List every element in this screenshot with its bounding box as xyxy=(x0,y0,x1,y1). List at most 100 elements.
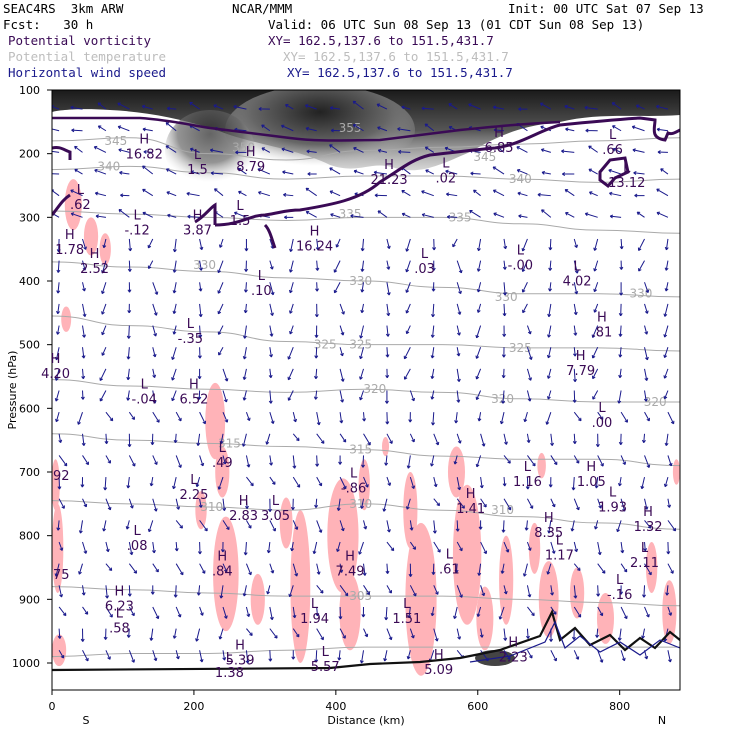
extremum-type: L xyxy=(442,156,450,171)
extremum-type: L xyxy=(258,269,266,284)
wind-vector xyxy=(430,455,435,467)
wind-vector xyxy=(608,168,622,175)
wind-vector xyxy=(550,433,554,447)
wind-vector xyxy=(572,390,577,403)
wind-vector xyxy=(541,170,551,175)
wind-vector xyxy=(104,433,109,445)
extremum-type: H xyxy=(189,377,199,392)
wind-vector xyxy=(217,476,224,490)
wind-vector xyxy=(593,303,599,313)
theta-label: 320 xyxy=(363,382,386,396)
wind-vector xyxy=(189,147,200,153)
wind-vector xyxy=(456,325,461,336)
wind-vector xyxy=(503,238,508,250)
extremum-value: 13.12 xyxy=(608,176,645,191)
wind-vector xyxy=(97,125,107,132)
extremum-value: 1.05 xyxy=(577,475,606,490)
wind-vector xyxy=(407,606,412,619)
wind-vector xyxy=(142,188,154,197)
jet-core-shading xyxy=(225,90,415,175)
wind-vector xyxy=(58,455,68,467)
theta-label: 320 xyxy=(644,395,667,409)
wind-vector xyxy=(445,169,458,175)
wind-vector xyxy=(238,190,247,197)
wind-vector xyxy=(405,303,411,314)
wind-vector xyxy=(339,520,345,532)
wind-vector xyxy=(363,520,368,530)
wind-vector xyxy=(199,650,204,663)
wind-vector xyxy=(501,368,506,379)
wind-vector xyxy=(502,260,507,270)
wind-vector xyxy=(591,325,599,338)
wind-vector xyxy=(287,368,294,381)
wind-vector xyxy=(363,433,371,446)
wind-vector xyxy=(473,189,481,197)
wind-vector xyxy=(386,628,393,641)
wind-vector xyxy=(128,606,135,617)
wind-vector xyxy=(141,104,153,110)
wind-vector xyxy=(548,238,553,251)
wind-vector xyxy=(433,585,439,595)
extremum-value: -.35 xyxy=(178,332,203,347)
wind-vector xyxy=(218,346,224,356)
wind-vector xyxy=(656,127,669,132)
theta-label: 340 xyxy=(97,159,120,173)
extremum-type: H xyxy=(51,352,61,367)
wind-vector xyxy=(565,211,575,218)
wind-vector xyxy=(152,282,159,295)
wind-vector xyxy=(54,347,60,361)
wind-vector xyxy=(126,477,131,489)
wind-vector xyxy=(82,606,89,615)
wind-vector xyxy=(360,238,365,252)
header-valid-time: Valid: 06 UTC Sun 08 Sep 13 (01 CDT Sun … xyxy=(268,17,645,32)
wind-vector xyxy=(82,303,87,318)
extremum-type: H xyxy=(576,349,586,364)
wind-vector xyxy=(56,303,60,315)
wind-vector xyxy=(546,347,552,359)
theta-label: 345 xyxy=(473,150,496,164)
wind-vector xyxy=(127,433,132,448)
wind-speed-blob xyxy=(52,459,60,511)
wind-vector xyxy=(81,347,86,359)
wind-vector xyxy=(594,477,599,489)
wind-vectors xyxy=(52,100,677,664)
wind-vector xyxy=(573,303,578,316)
wind-vector xyxy=(618,325,623,337)
extremum-value: 1.51 xyxy=(392,612,421,627)
wind-vector xyxy=(359,650,365,664)
wind-vector xyxy=(269,520,277,532)
wind-vector xyxy=(175,498,181,510)
wind-vector xyxy=(95,214,106,219)
wind-vector xyxy=(456,347,461,357)
extremum-value: 1.93 xyxy=(598,501,627,516)
wind-vector xyxy=(209,148,224,153)
wind-vector xyxy=(292,520,299,530)
wind-vector xyxy=(82,650,89,662)
theta-label: 325 xyxy=(349,338,372,352)
wind-vector xyxy=(269,476,276,485)
wind-vector xyxy=(287,347,294,360)
wind-vector xyxy=(609,191,622,197)
wind-vector xyxy=(618,368,623,379)
wind-speed-blob xyxy=(452,484,482,625)
wind-vector xyxy=(644,498,649,510)
wind-speed-blob xyxy=(205,382,226,460)
wind-vector xyxy=(269,282,275,296)
edge-value-label: 92 xyxy=(53,469,70,484)
extremum-type: H xyxy=(494,126,504,141)
wind-vector xyxy=(631,125,645,132)
wind-speed-blob xyxy=(195,491,207,530)
wind-vector xyxy=(171,347,177,361)
wind-vector xyxy=(196,433,201,446)
wind-vector xyxy=(475,455,482,468)
wind-vector xyxy=(644,606,650,618)
wind-vector xyxy=(246,628,253,636)
wind-vector xyxy=(433,541,441,553)
wind-vector xyxy=(82,282,86,292)
field-name-pv: Potential vorticity xyxy=(8,33,151,48)
wind-vector xyxy=(70,105,83,110)
wind-speed-blob xyxy=(52,503,64,593)
wind-vector xyxy=(617,628,622,641)
wind-vector xyxy=(245,520,252,529)
wind-vector xyxy=(222,455,227,465)
